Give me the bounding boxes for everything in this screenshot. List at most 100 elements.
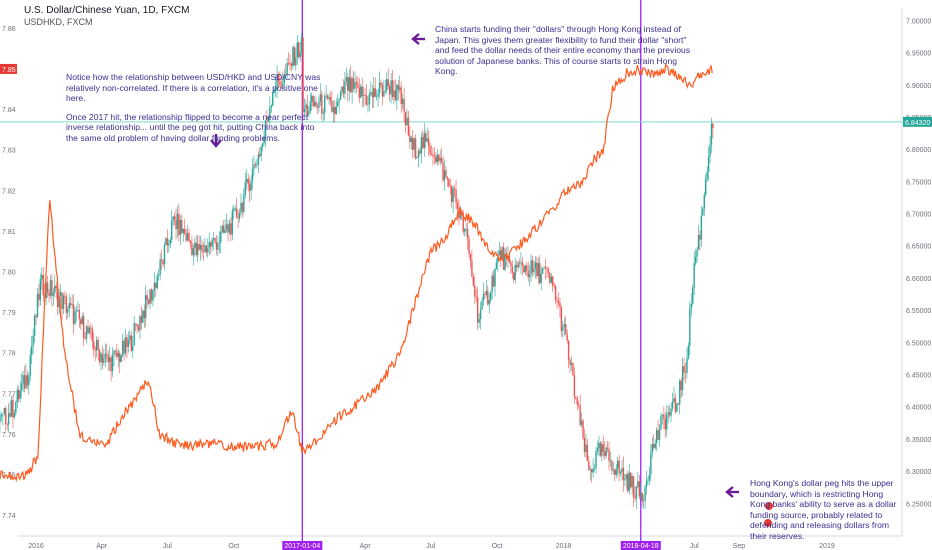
- usdcny-candle-body: [436, 154, 438, 162]
- usdcny-candle-body: [280, 85, 283, 87]
- right-axis-tick-label: 6.45000: [906, 373, 931, 380]
- usdcny-candle-body: [264, 120, 267, 137]
- usdcny-candle-body: [296, 42, 298, 58]
- usdcny-candle-body: [401, 98, 404, 105]
- left-axis-tick-label: 7.82: [2, 188, 16, 195]
- usdcny-candle-body: [362, 95, 365, 96]
- usdcny-candle-body: [373, 88, 375, 98]
- usdcny-candle-body: [332, 107, 335, 112]
- usdcny-candle-body: [250, 180, 252, 191]
- usdcny-candle-body: [328, 97, 330, 99]
- usdcny-candle-body: [9, 413, 11, 417]
- left-arrow-head: [725, 486, 734, 498]
- usdcny-candle-body: [331, 101, 333, 112]
- usdcny-candle-body: [130, 335, 132, 351]
- usdcny-candle-body: [602, 444, 604, 452]
- usdcny-candle-body: [705, 178, 707, 195]
- usdcny-candle-body: [228, 223, 231, 233]
- usdcny-candle-body: [298, 42, 300, 58]
- usdcny-candle-body: [49, 280, 52, 296]
- usdcny-candle-body: [430, 153, 433, 155]
- usdcny-candle-body: [696, 249, 698, 257]
- usdcny-candle-body: [598, 442, 600, 449]
- left-axis-tick-label: 7.76: [2, 432, 16, 439]
- usdcny-candle-body: [19, 390, 21, 399]
- usdcny-candle-body: [627, 474, 629, 491]
- usdcny-candle-body: [33, 315, 36, 336]
- usdcny-candle-body: [48, 292, 50, 296]
- usdcny-candle-body: [64, 295, 66, 297]
- usdcny-candle-body: [647, 479, 649, 481]
- usdcny-candle-body: [142, 310, 144, 323]
- usdcny-candle-body: [559, 302, 561, 308]
- usdhkd-line: [0, 62, 713, 483]
- usdcny-candle-body: [527, 270, 529, 278]
- usdcny-candle-body: [528, 274, 531, 278]
- usdcny-candle-body: [703, 194, 705, 209]
- usdcny-candle-body: [95, 340, 98, 351]
- x-axis-marker-badge: [282, 541, 323, 550]
- usdcny-candle-body: [215, 242, 218, 250]
- usdcny-candle-body: [524, 265, 527, 273]
- usdcny-candle-body: [590, 469, 593, 473]
- usdcny-candle-body: [377, 93, 379, 97]
- usdcny-candle-body: [606, 447, 609, 449]
- usdcny-candle-body: [520, 262, 522, 264]
- usdcny-candle-body: [121, 340, 124, 356]
- usdcny-candle-body: [234, 208, 236, 210]
- usdcny-candle-body: [123, 340, 125, 354]
- usdcny-candle-body: [563, 324, 565, 327]
- right-axis-tick-label: 7.00000: [906, 18, 931, 25]
- usdcny-candle-body: [622, 467, 625, 481]
- usdcny-candle-body: [426, 138, 428, 142]
- usdcny-candle-body: [576, 398, 578, 405]
- usdcny-candle-body: [556, 300, 558, 302]
- usdcny-candle-body: [614, 469, 616, 475]
- usdcny-candle-body: [700, 215, 703, 240]
- usdcny-candle-body: [710, 123, 713, 145]
- usdcny-candle-body: [233, 208, 235, 211]
- usdcny-candle-body: [217, 243, 219, 250]
- usdcny-candle-body: [238, 212, 241, 219]
- left-arrow-head: [411, 33, 420, 45]
- usdcny-candle-body: [162, 260, 164, 265]
- usdcny-candle-body: [553, 285, 555, 287]
- usdcny-candle-body: [391, 80, 394, 98]
- x-axis-marker-label: 2017-01-04: [284, 543, 320, 550]
- usdcny-candle-body: [417, 150, 420, 158]
- usdcny-candle-body: [344, 81, 346, 94]
- right-axis-tick-label: 6.95000: [906, 51, 931, 58]
- usdcny-candle-body: [155, 283, 157, 288]
- usdcny-candle-body: [42, 274, 44, 296]
- usdcny-candle-body: [248, 184, 251, 191]
- usdcny-candle-body: [231, 210, 234, 235]
- usdcny-candle-body: [481, 300, 483, 310]
- usdcny-candle-body: [214, 238, 216, 243]
- usdcny-candle-body: [653, 444, 655, 448]
- usdcny-candle-body: [562, 326, 564, 331]
- usdcny-candle-body: [163, 245, 166, 265]
- usdcny-candle-body: [709, 144, 711, 157]
- usdcny-candle-body: [671, 401, 674, 409]
- usdcny-candle-body: [205, 245, 208, 253]
- usdcny-candle-body: [523, 266, 525, 273]
- annotation-top-text: China starts funding their "dollars" thr…: [435, 24, 691, 77]
- usdcny-candle-body: [515, 264, 518, 268]
- usdcny-candle-body: [557, 301, 560, 303]
- usdcny-candle-body: [478, 319, 480, 323]
- usdcny-candle-body: [492, 275, 495, 287]
- usdcny-candle-body: [683, 366, 685, 373]
- usdcny-candle-body: [684, 372, 687, 373]
- usdcny-candle-body: [603, 451, 606, 456]
- usdcny-candle-body: [694, 256, 697, 264]
- usdcny-candle-body: [667, 412, 669, 415]
- usdcny-candle-body: [198, 243, 200, 250]
- usdcny-candle-body: [580, 420, 583, 425]
- usdcny-candle-body: [39, 278, 42, 301]
- usdcny-candle-body: [664, 419, 667, 430]
- usdcny-candle-body: [35, 315, 37, 318]
- annotation-bottom: Hong Kong's dollar peg hits the upper bo…: [750, 478, 904, 550]
- usdcny-candle-body: [466, 228, 469, 239]
- x-axis-tick-label: Jul: [426, 543, 435, 550]
